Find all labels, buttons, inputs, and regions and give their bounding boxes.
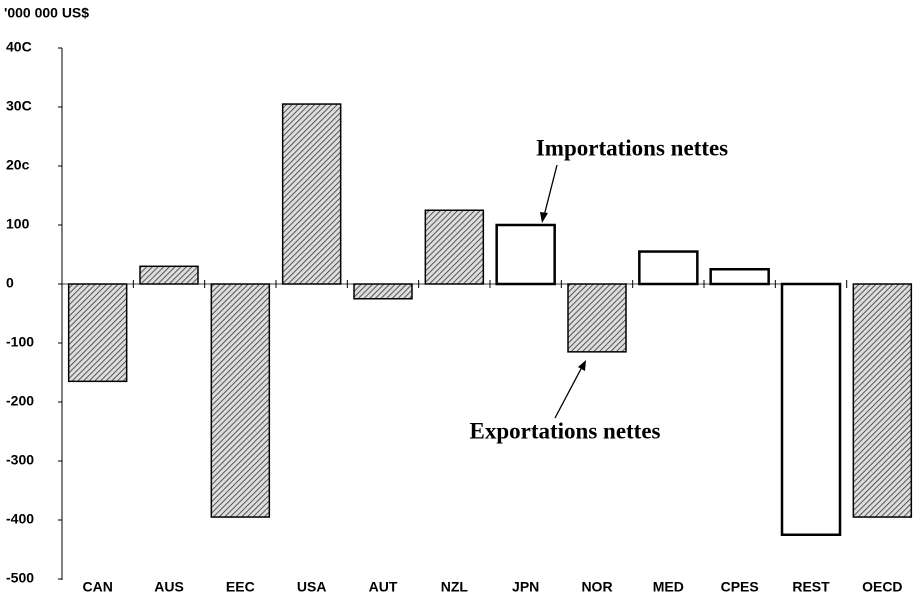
x-tick-label: REST [792, 579, 830, 595]
x-tick-label: EEC [226, 579, 255, 595]
y-tick-label: -500 [6, 570, 34, 586]
annotation: Exportations nettes [469, 418, 660, 443]
bar [281, 103, 342, 285]
bar [353, 283, 413, 300]
x-tick-label: CPES [721, 579, 759, 595]
bar [210, 283, 271, 518]
bar [567, 283, 627, 353]
x-tick-label: NOR [581, 579, 612, 595]
y-tick-label: -100 [6, 334, 34, 350]
x-tick-label: AUT [369, 579, 398, 595]
y-tick-label: -400 [6, 511, 34, 527]
bar [709, 268, 770, 286]
x-tick-label: JPN [512, 579, 539, 595]
y-tick-label: 30C [6, 98, 32, 114]
annotation: Importations nettes [536, 135, 728, 160]
arrow [543, 164, 558, 217]
y-tick-label: 0 [6, 275, 14, 291]
y-tick-label: 40C [6, 39, 32, 55]
bar [67, 283, 128, 383]
bar [638, 250, 699, 286]
x-tick-label: OECD [862, 579, 902, 595]
x-tick-label: CAN [82, 579, 112, 595]
bar [495, 223, 556, 286]
arrow-head [540, 212, 548, 223]
x-tick-label: AUS [154, 579, 184, 595]
bar [780, 282, 842, 536]
x-tick-label: USA [297, 579, 327, 595]
bar [424, 209, 485, 285]
bar [139, 265, 199, 285]
y-tick-label: -300 [6, 452, 34, 468]
y-axis-label: '000 000 US$ [4, 5, 89, 21]
x-tick-label: MED [653, 579, 684, 595]
y-tick-label: -200 [6, 393, 34, 409]
y-tick-label: 20c [6, 157, 30, 173]
arrow [554, 366, 583, 419]
x-tick-label: NZL [441, 579, 469, 595]
arrow-head [578, 360, 586, 371]
bar [852, 283, 913, 518]
y-tick-label: 100 [6, 216, 30, 232]
